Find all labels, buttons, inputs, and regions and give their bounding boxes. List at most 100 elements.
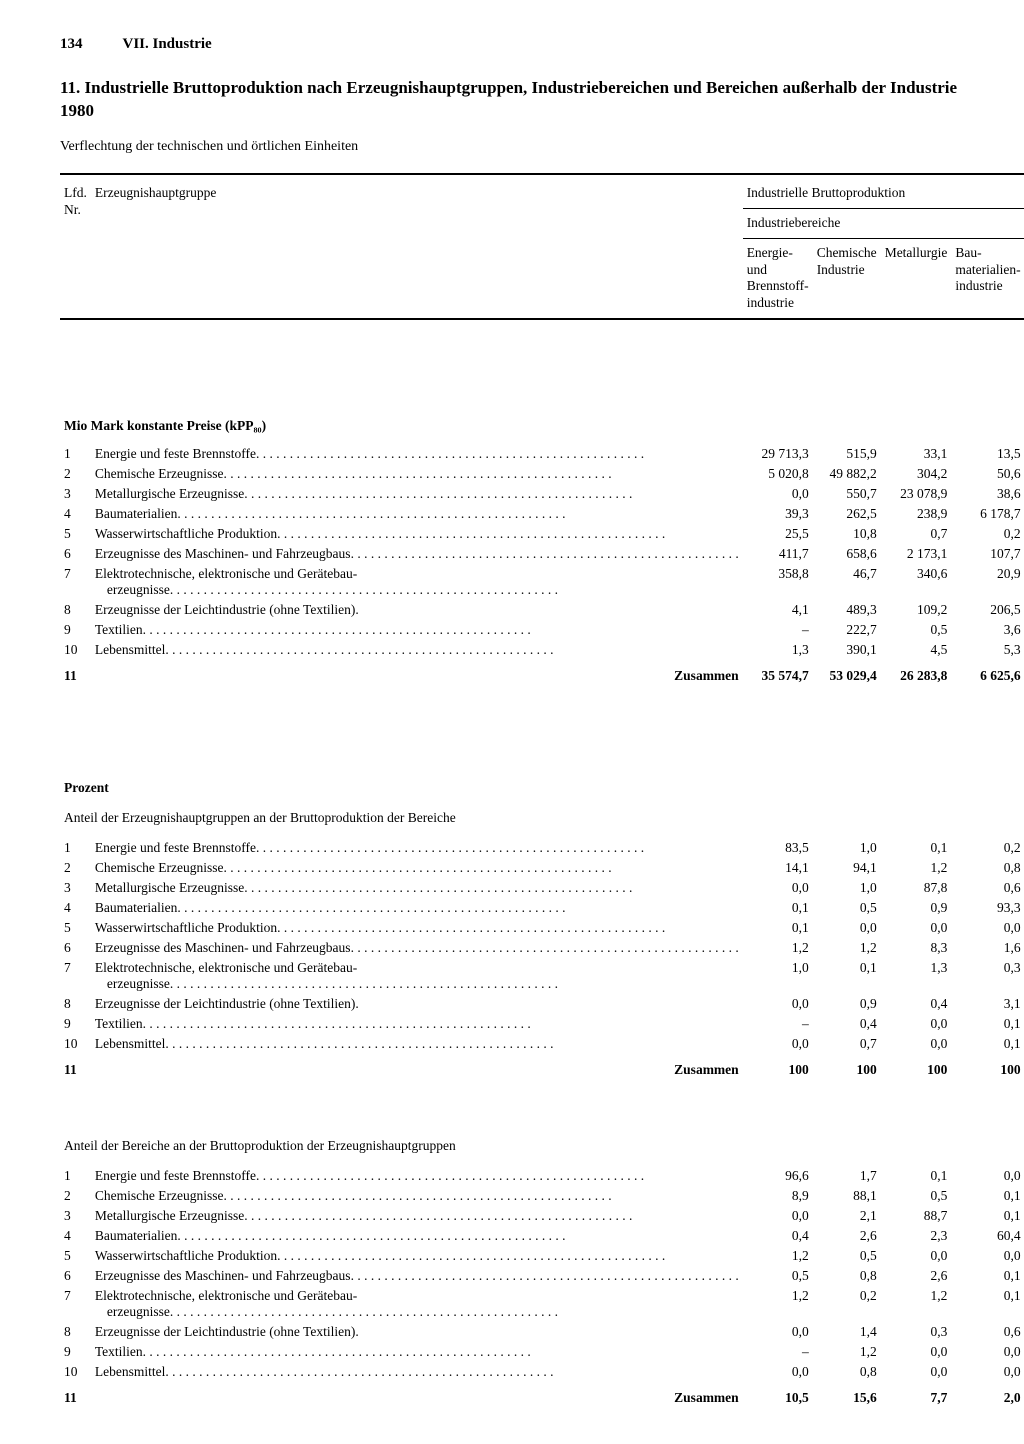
row-label: Baumaterialien xyxy=(91,898,743,918)
cell-value: 2 173,1 xyxy=(881,544,952,564)
cell-value: 15,6 xyxy=(813,1382,881,1408)
row-label: Erzeugnisse des Maschinen- und Fahrzeugb… xyxy=(91,1266,743,1286)
cell-value: 35 574,7 xyxy=(743,660,813,686)
table-row: 2Chemische Erzeugnisse8,988,10,50,10,0 xyxy=(60,1186,1024,1206)
cell-value: 13,5 xyxy=(951,444,1024,464)
cell-value: 0,5 xyxy=(881,620,952,640)
cell-value: 0,0 xyxy=(743,994,813,1014)
table-row: 4Baumaterialien0,10,50,993,30,0 xyxy=(60,898,1024,918)
col-lfdnr: Lfd. Nr. xyxy=(60,179,91,319)
row-nr: 6 xyxy=(60,1266,91,1286)
cell-value: 0,0 xyxy=(881,1034,952,1054)
cell-value: 0,0 xyxy=(881,1342,952,1362)
cell-value: 7,7 xyxy=(881,1382,952,1408)
cell-value: 25,5 xyxy=(743,524,813,544)
row-nr: 2 xyxy=(60,1186,91,1206)
cell-value: 658,6 xyxy=(813,544,881,564)
cell-value: 4,1 xyxy=(743,600,813,620)
row-nr: 7 xyxy=(60,564,91,600)
row-nr: 7 xyxy=(60,958,91,994)
cell-value: 0,2 xyxy=(951,838,1024,858)
table-row: 9Textilien–0,40,00,1– xyxy=(60,1014,1024,1034)
cell-value: 0,7 xyxy=(881,524,952,544)
cell-value: 1,2 xyxy=(743,1286,813,1322)
cell-value: 1,0 xyxy=(813,838,881,858)
row-nr: 1 xyxy=(60,444,91,464)
row-label: Metallurgische Erzeugnisse xyxy=(91,1206,743,1226)
table-row: 10Lebensmittel0,00,70,00,10,0 xyxy=(60,1034,1024,1054)
cell-value: 0,0 xyxy=(881,1246,952,1266)
sum-row: 11Zusammen35 574,753 029,426 283,86 625,… xyxy=(60,660,1024,686)
cell-value: 100 xyxy=(813,1054,881,1080)
cell-value: 0,2 xyxy=(813,1286,881,1322)
row-label: Textilien xyxy=(91,620,743,640)
cell-value: 0,4 xyxy=(881,994,952,1014)
table-row: 8Erzeugnisse der Leichtindustrie (ohne T… xyxy=(60,600,1024,620)
cell-value: 0,3 xyxy=(881,1322,952,1342)
table-row: 2Chemische Erzeugnisse5 020,849 882,2304… xyxy=(60,464,1024,484)
table-row: 7Elektrotechnische, elektronische und Ge… xyxy=(60,958,1024,994)
table-row: 3Metallurgische Erzeugnisse0,01,087,80,6… xyxy=(60,878,1024,898)
row-nr: 10 xyxy=(60,1034,91,1054)
col-group-top: Industrielle Bruttoproduktion xyxy=(743,179,1024,208)
section-heading: Mio Mark konstante Preise (kPP₈₀) xyxy=(60,378,1024,444)
cell-value: 29 713,3 xyxy=(743,444,813,464)
row-label: Wasserwirtschaftliche Produktion xyxy=(91,524,743,544)
row-nr: 4 xyxy=(60,504,91,524)
section-subheading: Anteil der Erzeugnishauptgruppen an der … xyxy=(60,806,1024,838)
cell-value: 0,0 xyxy=(951,1166,1024,1186)
sum-label: Zusammen xyxy=(91,1382,743,1408)
cell-value: 0,8 xyxy=(813,1266,881,1286)
cell-value: 93,3 xyxy=(951,898,1024,918)
cell-value: 0,1 xyxy=(813,958,881,994)
cell-value: 107,7 xyxy=(951,544,1024,564)
cell-value: 1,2 xyxy=(813,1342,881,1362)
table-row: 3Metallurgische Erzeugnisse0,0550,723 07… xyxy=(60,484,1024,504)
cell-value: 5,3 xyxy=(951,640,1024,660)
cell-value: 0,5 xyxy=(813,1246,881,1266)
row-nr: 11 xyxy=(60,1382,91,1408)
row-nr: 5 xyxy=(60,918,91,938)
cell-value: 83,5 xyxy=(743,838,813,858)
page-subtitle: Verflechtung der technischen und örtlich… xyxy=(60,139,964,155)
cell-value: 0,9 xyxy=(813,994,881,1014)
cell-value: 0,5 xyxy=(881,1186,952,1206)
cell-value: 1,2 xyxy=(881,1286,952,1322)
cell-value: 2,6 xyxy=(881,1266,952,1286)
cell-value: 1,2 xyxy=(813,938,881,958)
table-row: 5Wasserwirtschaftliche Produktion0,10,00… xyxy=(60,918,1024,938)
cell-value: 100 xyxy=(881,1054,952,1080)
table-row: 6Erzeugnisse des Maschinen- und Fahrzeug… xyxy=(60,544,1024,564)
row-label: Wasserwirtschaftliche Produktion xyxy=(91,1246,743,1266)
row-label: Erzeugnisse des Maschinen- und Fahrzeugb… xyxy=(91,544,743,564)
row-nr: 4 xyxy=(60,898,91,918)
row-nr: 9 xyxy=(60,1342,91,1362)
row-label: Metallurgische Erzeugnisse xyxy=(91,878,743,898)
cell-value: 100 xyxy=(743,1054,813,1080)
table-row: 1Energie und feste Brennstoffe83,51,00,1… xyxy=(60,838,1024,858)
row-label: Lebensmittel xyxy=(91,1362,743,1382)
row-label: Metallurgische Erzeugnisse xyxy=(91,484,743,504)
row-nr: 10 xyxy=(60,1362,91,1382)
cell-value: 0,1 xyxy=(951,1186,1024,1206)
cell-value: 550,7 xyxy=(813,484,881,504)
row-label: Elektrotechnische, elektronische und Ger… xyxy=(91,564,743,600)
row-label: Erzeugnisse der Leichtindustrie (ohne Te… xyxy=(91,994,743,1014)
sum-row: 11Zusammen10,515,67,72,00,6 xyxy=(60,1382,1024,1408)
row-label: Textilien xyxy=(91,1342,743,1362)
cell-value: 3,6 xyxy=(951,620,1024,640)
cell-value: 1,6 xyxy=(951,938,1024,958)
col-group: Erzeugnishauptgruppe xyxy=(91,179,743,319)
table-row: 1Energie und feste Brennstoffe29 713,351… xyxy=(60,444,1024,464)
table-row: 6Erzeugnisse des Maschinen- und Fahrzeug… xyxy=(60,1266,1024,1286)
cell-value: 0,0 xyxy=(813,918,881,938)
row-label: Textilien xyxy=(91,1014,743,1034)
table-row: 10Lebensmittel1,3390,14,55,30,5 xyxy=(60,640,1024,660)
row-label: Energie und feste Brennstoffe xyxy=(91,838,743,858)
row-nr: 2 xyxy=(60,858,91,878)
cell-value: 0,0 xyxy=(743,1034,813,1054)
row-label: Wasserwirtschaftliche Produktion xyxy=(91,918,743,938)
cell-value: – xyxy=(743,1342,813,1362)
table-row: 6Erzeugnisse des Maschinen- und Fahrzeug… xyxy=(60,938,1024,958)
cell-value: – xyxy=(743,1014,813,1034)
